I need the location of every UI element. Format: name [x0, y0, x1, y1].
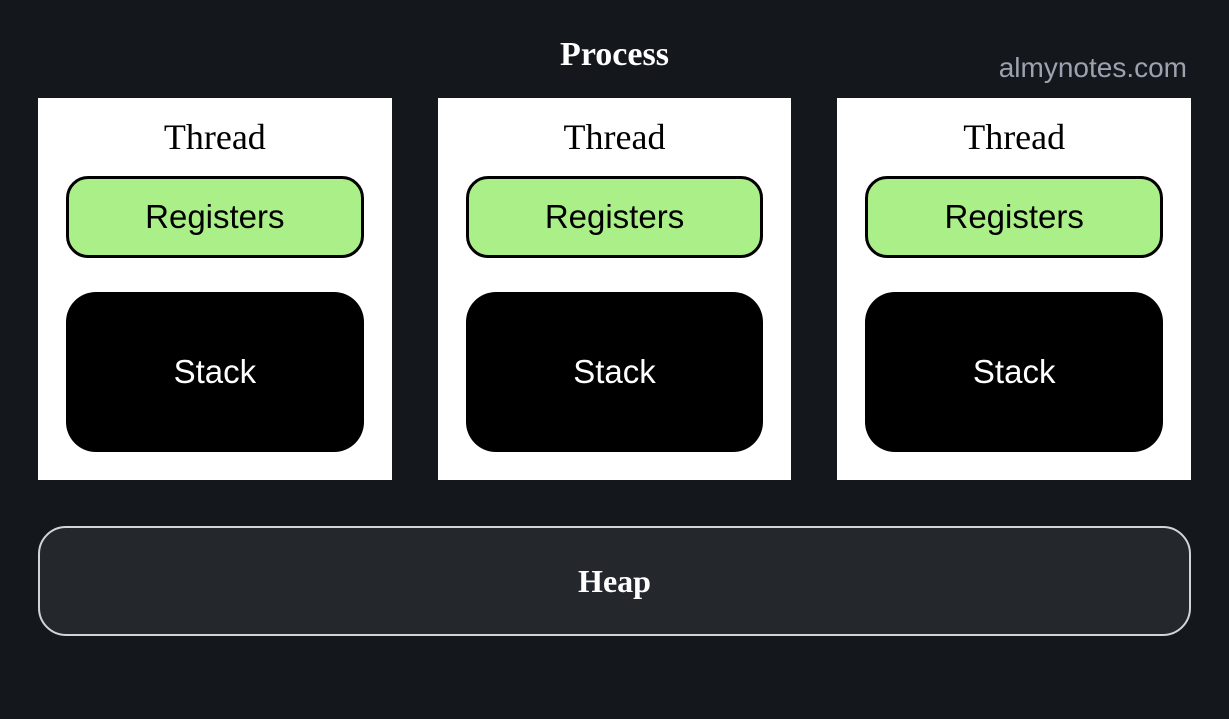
stack-label: Stack	[174, 353, 257, 391]
thread-title: Thread	[66, 116, 364, 158]
registers-box: Registers	[66, 176, 364, 258]
stack-box: Stack	[865, 292, 1163, 452]
thread-title: Thread	[466, 116, 764, 158]
thread-box: Thread Registers Stack	[38, 98, 392, 480]
diagram-header: Process almynotes.com	[38, 36, 1191, 74]
stack-label: Stack	[973, 353, 1056, 391]
registers-label: Registers	[545, 198, 684, 236]
thread-box: Thread Registers Stack	[438, 98, 792, 480]
registers-label: Registers	[944, 198, 1083, 236]
thread-title: Thread	[865, 116, 1163, 158]
stack-box: Stack	[66, 292, 364, 452]
watermark-text: almynotes.com	[999, 52, 1187, 84]
stack-box: Stack	[466, 292, 764, 452]
registers-box: Registers	[466, 176, 764, 258]
threads-row: Thread Registers Stack Thread Registers …	[38, 98, 1191, 480]
stack-label: Stack	[573, 353, 656, 391]
registers-label: Registers	[145, 198, 284, 236]
heap-box: Heap	[38, 526, 1191, 636]
heap-label: Heap	[578, 563, 651, 600]
registers-box: Registers	[865, 176, 1163, 258]
thread-box: Thread Registers Stack	[837, 98, 1191, 480]
